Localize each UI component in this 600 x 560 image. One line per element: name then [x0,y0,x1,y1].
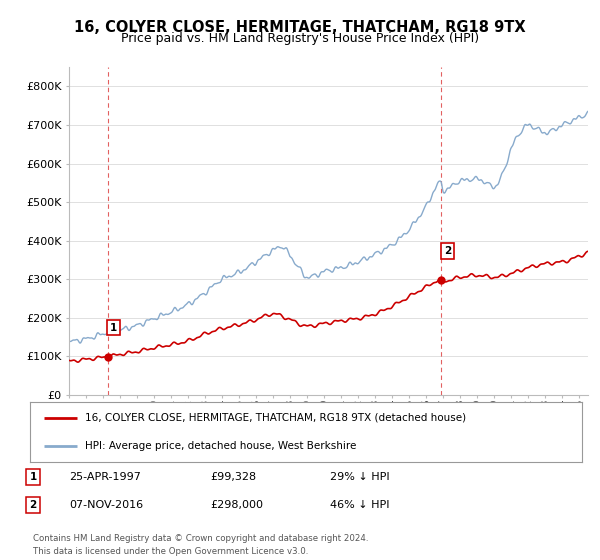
Text: 16, COLYER CLOSE, HERMITAGE, THATCHAM, RG18 9TX: 16, COLYER CLOSE, HERMITAGE, THATCHAM, R… [74,20,526,35]
Text: Contains HM Land Registry data © Crown copyright and database right 2024.
This d: Contains HM Land Registry data © Crown c… [33,534,368,556]
Text: £99,328: £99,328 [210,472,256,482]
Text: 16, COLYER CLOSE, HERMITAGE, THATCHAM, RG18 9TX (detached house): 16, COLYER CLOSE, HERMITAGE, THATCHAM, R… [85,413,466,423]
Text: 29% ↓ HPI: 29% ↓ HPI [330,472,389,482]
Text: 2: 2 [444,246,451,256]
Text: 1: 1 [110,323,117,333]
Text: £298,000: £298,000 [210,500,263,510]
Text: 46% ↓ HPI: 46% ↓ HPI [330,500,389,510]
Text: HPI: Average price, detached house, West Berkshire: HPI: Average price, detached house, West… [85,441,356,451]
Text: 07-NOV-2016: 07-NOV-2016 [69,500,143,510]
Text: 25-APR-1997: 25-APR-1997 [69,472,141,482]
Text: 2: 2 [29,500,37,510]
Text: 1: 1 [29,472,37,482]
Text: Price paid vs. HM Land Registry's House Price Index (HPI): Price paid vs. HM Land Registry's House … [121,32,479,45]
